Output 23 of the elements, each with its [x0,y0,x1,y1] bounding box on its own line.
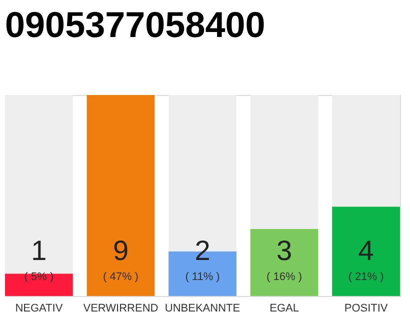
annotation: ( 16% ) [266,271,302,283]
data-label: 1 [31,235,47,266]
bar [332,95,400,207]
bar [332,206,400,296]
data-label: 9 [112,235,129,266]
x-tick-label: POSITIV [344,302,388,314]
bar [250,95,318,229]
bar [5,274,73,296]
bar [5,95,73,274]
annotation: ( 5% ) [24,271,54,283]
annotation: ( 21% ) [348,271,384,283]
bar [250,229,318,296]
x-tick-label: UNBEKANNTE [164,302,240,314]
data-label: 3 [276,235,292,266]
x-tick-label: EGAL [270,302,299,314]
annotation: ( 47% ) [102,271,138,283]
data-label: 4 [358,235,374,266]
x-tick-label: NEGATIV [15,302,64,314]
annotation: ( 11% ) [185,271,220,283]
data-label: 2 [194,235,210,266]
chart-title: 0905377058400 [5,4,266,45]
bar [86,95,155,296]
x-tick-label: VERWIRREND [83,302,158,314]
